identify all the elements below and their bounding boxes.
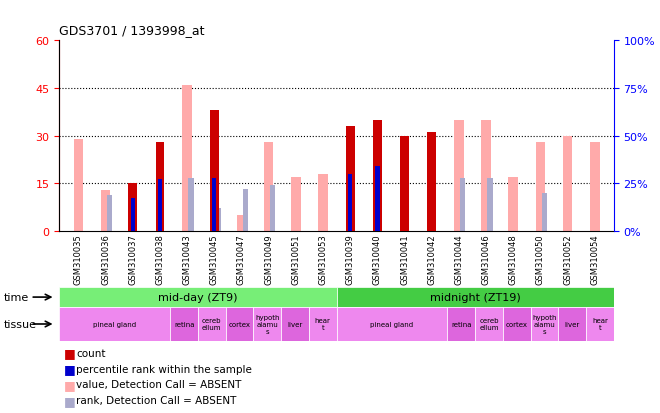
Bar <box>542 193 547 231</box>
Bar <box>375 167 379 231</box>
Text: ■: ■ <box>63 394 75 407</box>
Bar <box>586 308 614 341</box>
Bar <box>481 121 491 231</box>
Text: liver: liver <box>564 321 580 327</box>
Text: count: count <box>76 348 106 358</box>
Bar <box>400 136 409 231</box>
Bar <box>281 308 309 341</box>
Text: ■: ■ <box>63 362 75 375</box>
Bar <box>270 186 275 231</box>
Text: midnight (ZT19): midnight (ZT19) <box>430 292 521 302</box>
Text: liver: liver <box>287 321 303 327</box>
Bar <box>226 308 253 341</box>
Text: retina: retina <box>174 321 195 327</box>
Text: ■: ■ <box>63 347 75 360</box>
Bar <box>107 195 112 231</box>
Text: percentile rank within the sample: percentile rank within the sample <box>76 364 251 374</box>
Text: hear
t: hear t <box>592 318 608 331</box>
Text: hypoth
alamu
s: hypoth alamu s <box>532 314 557 334</box>
Bar <box>129 184 137 231</box>
Bar <box>101 190 110 231</box>
Bar <box>243 190 248 231</box>
Bar <box>318 174 328 231</box>
Text: retina: retina <box>451 321 472 327</box>
Bar <box>536 142 545 231</box>
Text: ■: ■ <box>63 378 75 391</box>
Bar <box>74 140 83 231</box>
Text: cereb
ellum: cereb ellum <box>479 318 499 331</box>
Bar <box>264 142 273 231</box>
Text: cortex: cortex <box>506 321 528 327</box>
Bar <box>337 308 447 341</box>
Text: GDS3701 / 1393998_at: GDS3701 / 1393998_at <box>59 24 205 37</box>
Text: cereb
ellum: cereb ellum <box>202 318 222 331</box>
Text: time: time <box>3 292 28 302</box>
Bar <box>508 178 518 231</box>
Bar <box>59 308 170 341</box>
Bar <box>291 178 300 231</box>
Bar <box>59 287 337 308</box>
Bar <box>348 174 352 231</box>
Text: cortex: cortex <box>228 321 251 327</box>
Bar <box>373 121 381 231</box>
Bar <box>198 308 226 341</box>
Bar <box>158 180 162 231</box>
Bar <box>253 308 281 341</box>
Bar <box>212 178 216 231</box>
Bar <box>309 308 337 341</box>
Bar <box>563 136 572 231</box>
Bar <box>590 142 599 231</box>
Bar <box>346 127 354 231</box>
Bar <box>131 199 135 231</box>
Text: value, Detection Call = ABSENT: value, Detection Call = ABSENT <box>76 380 242 389</box>
Bar <box>182 85 192 231</box>
Bar <box>210 111 218 231</box>
Bar <box>170 308 198 341</box>
Bar <box>189 178 193 231</box>
Text: pineal gland: pineal gland <box>370 321 414 327</box>
Bar <box>428 133 436 231</box>
Bar <box>337 287 614 308</box>
Bar <box>503 308 531 341</box>
Text: pineal gland: pineal gland <box>93 321 137 327</box>
Bar <box>531 308 558 341</box>
Bar <box>475 308 503 341</box>
Bar <box>237 216 246 231</box>
Bar <box>216 209 221 231</box>
Bar <box>460 178 465 231</box>
Text: mid-day (ZT9): mid-day (ZT9) <box>158 292 238 302</box>
Text: rank, Detection Call = ABSENT: rank, Detection Call = ABSENT <box>76 395 236 405</box>
Bar <box>454 121 464 231</box>
Bar <box>156 142 164 231</box>
Text: hear
t: hear t <box>315 318 331 331</box>
Text: tissue: tissue <box>3 319 36 329</box>
Bar <box>487 178 492 231</box>
Bar <box>558 308 586 341</box>
Text: hypoth
alamu
s: hypoth alamu s <box>255 314 280 334</box>
Bar <box>447 308 475 341</box>
